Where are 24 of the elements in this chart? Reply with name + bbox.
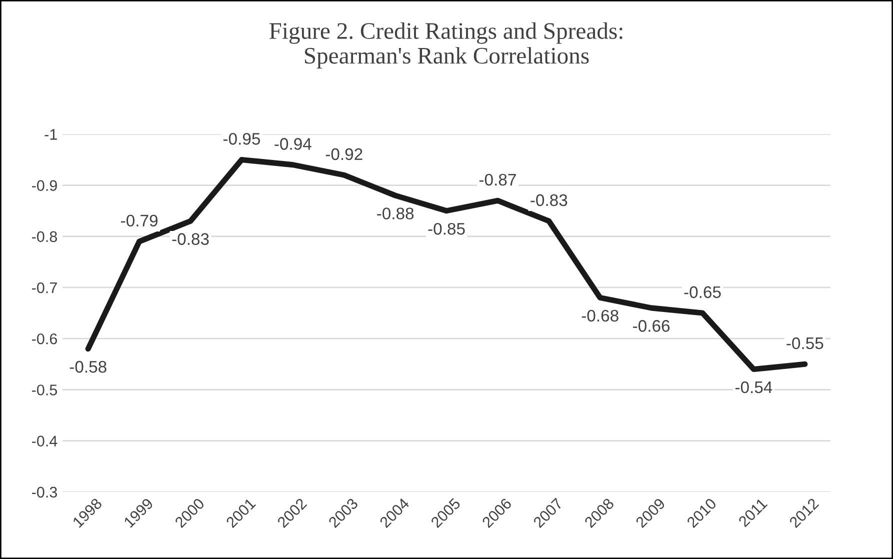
y-tick-label: -0.8 xyxy=(32,231,57,242)
data-label: -0.83 xyxy=(172,233,209,245)
y-tick-label: -0.5 xyxy=(32,384,58,396)
y-tick-label: -0.7 xyxy=(32,282,57,294)
data-label: -0.54 xyxy=(735,381,772,394)
y-tick-label: -1 xyxy=(44,129,57,140)
data-label: -0.88 xyxy=(377,208,414,220)
data-label: -0.95 xyxy=(223,132,260,145)
data-label: -0.66 xyxy=(633,320,670,332)
data-label: -0.68 xyxy=(582,310,618,322)
data-label: -0.92 xyxy=(326,148,362,160)
data-label: -0.79 xyxy=(121,214,158,227)
data-label: -0.87 xyxy=(479,174,516,186)
data-label: -0.65 xyxy=(684,286,721,298)
y-tick-label: -0.3 xyxy=(32,486,57,498)
y-tick-label: -0.9 xyxy=(32,180,57,191)
data-label: -0.83 xyxy=(530,194,568,206)
data-label: -0.58 xyxy=(70,360,106,373)
data-label: -0.94 xyxy=(274,138,312,150)
data-label: -0.55 xyxy=(786,337,824,350)
y-tick-label: -0.6 xyxy=(32,333,57,344)
data-label: -0.85 xyxy=(428,222,465,235)
y-tick-label: -0.4 xyxy=(32,436,58,446)
chart-title: Figure 2. Credit Ratings and Spreads: Spearman's Rank Correlations xyxy=(269,22,622,69)
